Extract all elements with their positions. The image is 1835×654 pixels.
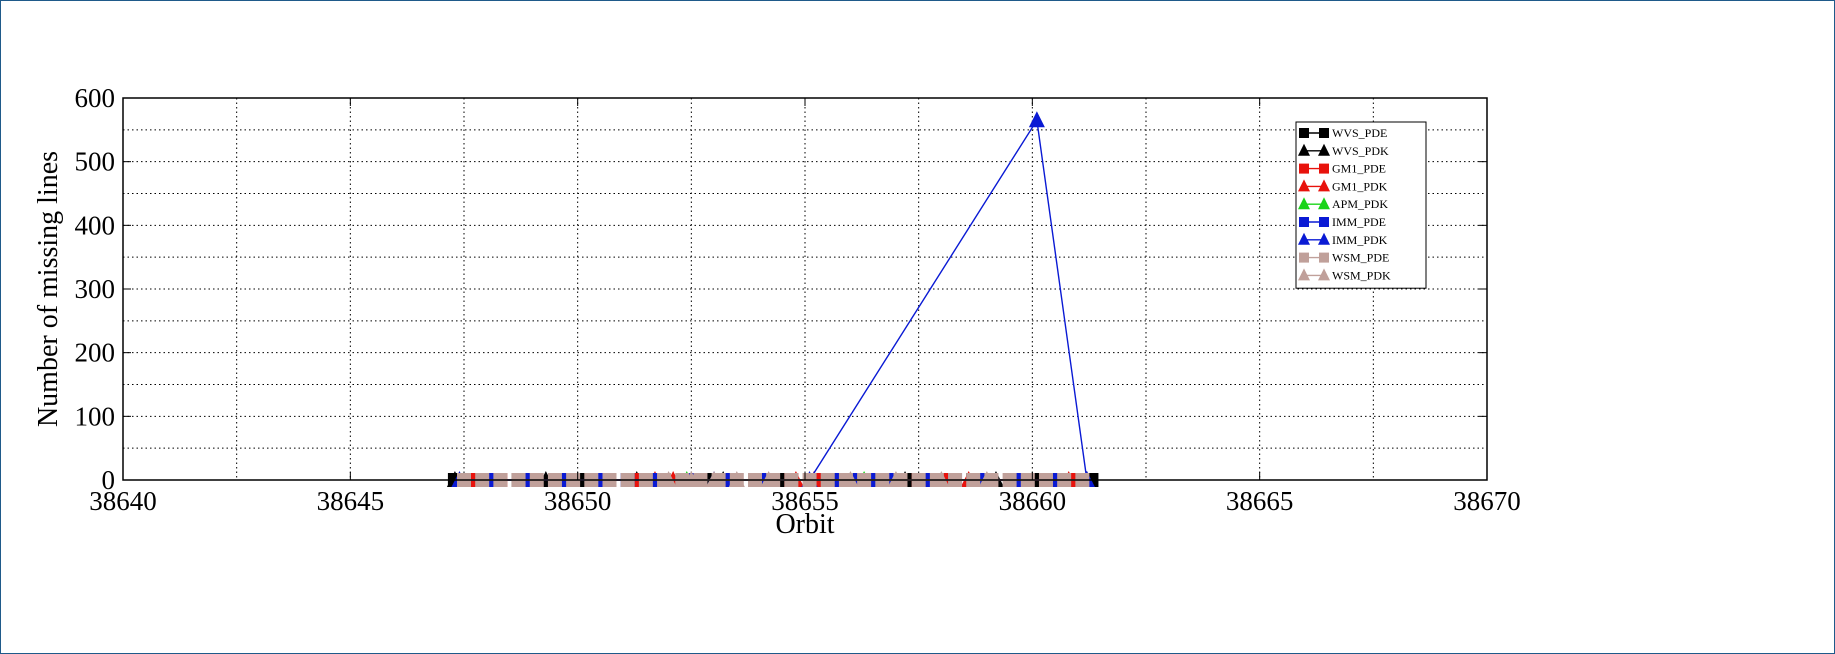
y-tick-label: 500 [75,147,116,177]
legend-label: IMM_PDE [1332,215,1386,229]
data-point-triangle [1318,268,1330,281]
y-tick-label: 0 [102,465,116,495]
data-point-triangle [1318,179,1330,192]
legend-label: GM1_PDE [1332,162,1386,176]
legend-label: WSM_PDE [1332,251,1389,265]
legend-entry: IMM_PDK [1298,232,1388,247]
data-point-square [1299,252,1309,263]
data-point-triangle [1318,143,1330,156]
data-point-triangle [1298,232,1310,245]
data-point-square [1319,252,1329,263]
legend-entry: APM_PDK [1298,197,1388,211]
legend-entry: GM1_PDE [1299,162,1386,176]
data-point-triangle [1298,197,1310,210]
legend-label: WVS_PDE [1332,126,1387,140]
data-point-triangle [1318,232,1330,245]
x-tick-label: 38640 [89,486,157,516]
data-point-triangle [887,471,904,487]
data-point-triangle [1318,197,1330,210]
legend-entry: WSM_PDK [1298,268,1391,282]
legend-entry: WVS_PDK [1298,143,1389,158]
legend-label: APM_PDK [1332,197,1388,211]
data-point-triangle [978,471,995,487]
y-tick-label: 100 [75,401,116,431]
y-tick-label: 300 [75,274,116,304]
y-axis-label: Number of missing lines [33,151,64,427]
legend-label: WVS_PDK [1332,144,1389,158]
x-tick-label: 38645 [317,486,385,516]
data-point-triangle [660,471,677,487]
y-tick-label: 600 [75,83,116,113]
x-axis-label: Orbit [775,509,834,540]
data-point-triangle [1298,143,1310,156]
x-tick-label: 38650 [544,486,612,516]
axis-ticks: 38640 38645 38650 38655 38660 38665 38670 0 100 2… [75,83,1521,516]
data-point-square [1319,128,1329,138]
legend-label: GM1_PDK [1332,179,1388,193]
legend: WVS_PDE WVS_PDK GM1_PDE GM1_PDK APM_PDK IMM_P… [1295,121,1427,289]
data-point-square [1299,128,1309,138]
y-tick-label: 400 [75,210,116,240]
data-point-triangle [706,471,723,487]
legend-label: IMM_PDK [1332,233,1388,247]
x-tick-label: 38655 [771,486,839,516]
data-point-triangle [760,471,777,487]
data-point-triangle [1298,268,1310,281]
legend-entry: IMM_PDE [1299,215,1386,229]
data-point-triangle [842,471,859,487]
legend-box [1295,121,1427,289]
legend-entry: WVS_PDE [1299,126,1387,140]
data-point-triangle [1028,111,1045,128]
data-point-square [1319,217,1329,227]
data-point-triangle [1298,179,1310,192]
y-tick-label: 200 [75,338,116,368]
legend-entry: GM1_PDK [1298,179,1388,193]
data-point-triangle [728,471,745,487]
data-point-triangle [683,471,700,487]
x-tick-label: 38660 [999,486,1067,516]
data-point-square [1299,217,1309,227]
legend-entry: WSM_PDE [1299,251,1389,265]
data-point-square [1299,163,1309,174]
data-point-triangle [933,471,950,487]
legend-label: WSM_PDK [1332,268,1391,282]
data-point-square [1319,163,1329,174]
x-tick-label: 38665 [1226,486,1294,516]
x-tick-label: 38670 [1453,486,1521,516]
